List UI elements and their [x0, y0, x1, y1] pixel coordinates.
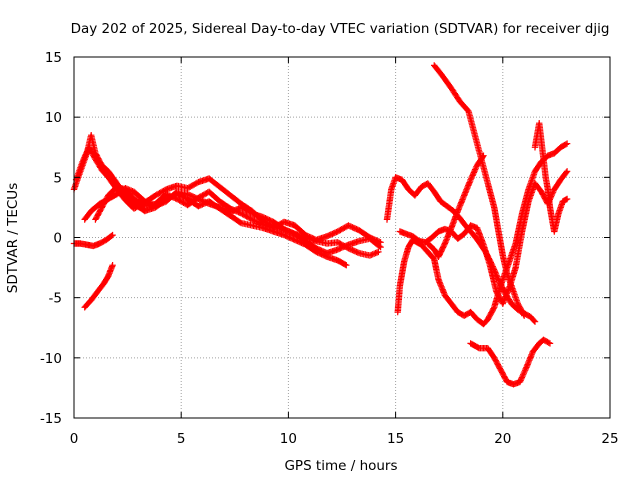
- series-12: [467, 336, 554, 388]
- y-tick-label: -15: [40, 411, 62, 427]
- data-series: [70, 62, 571, 388]
- series-4: [81, 185, 384, 257]
- series-markers: [467, 336, 554, 388]
- x-tick-label: 10: [280, 431, 297, 447]
- x-axis-label: GPS time / hours: [284, 458, 397, 474]
- series-10: [424, 152, 487, 260]
- series-markers: [531, 120, 571, 235]
- series-1: [70, 132, 350, 269]
- series-2: [72, 144, 382, 259]
- series-markers: [431, 62, 528, 319]
- y-tick-label: -10: [40, 351, 62, 367]
- y-tick-label: 0: [53, 231, 62, 247]
- axis-ticks: 0 5 10 15 20 25 -15 -10 -5 0 5 10 15: [40, 50, 619, 447]
- series-8: [394, 140, 571, 328]
- x-tick-label: 20: [494, 431, 511, 447]
- series-11: [431, 62, 528, 319]
- series-markers: [394, 140, 571, 328]
- y-tick-label: -5: [49, 291, 62, 307]
- x-tick-label: 15: [387, 431, 404, 447]
- x-tick-label: 0: [70, 431, 79, 447]
- series-markers: [424, 152, 487, 260]
- x-tick-label: 5: [177, 431, 186, 447]
- y-tick-label: 5: [53, 170, 62, 186]
- y-tick-label: 15: [45, 50, 62, 66]
- series-13: [531, 120, 571, 235]
- series-6: [81, 262, 116, 311]
- y-tick-label: 10: [45, 110, 62, 126]
- series-markers: [70, 231, 116, 250]
- y-axis-label: SDTVAR / TECUs: [5, 183, 21, 293]
- series-markers: [72, 144, 382, 259]
- series-markers: [70, 132, 350, 269]
- chart-title: Day 202 of 2025, Sidereal Day-to-day VTE…: [71, 21, 610, 37]
- series-5: [70, 231, 116, 250]
- series-markers: [81, 262, 116, 311]
- series-markers: [81, 185, 384, 257]
- grid-lines: [74, 57, 610, 418]
- x-tick-label: 25: [601, 431, 618, 447]
